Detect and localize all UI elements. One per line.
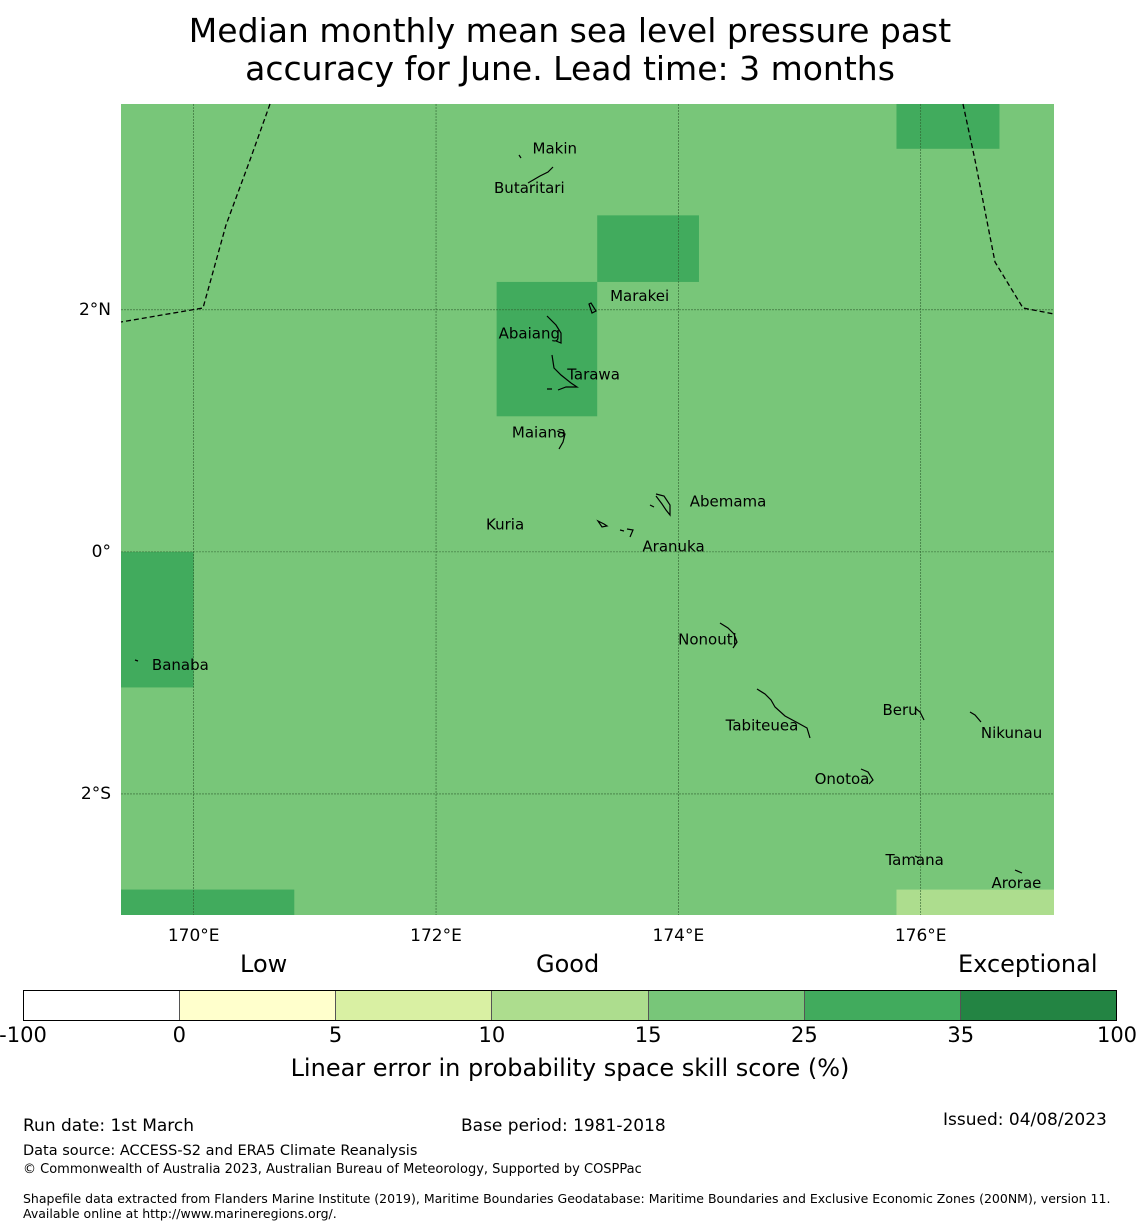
lat-tick-label: 2°S (81, 784, 111, 804)
data-source: Data source: ACCESS-S2 and ERA5 Climate … (23, 1143, 418, 1159)
colorbar (23, 990, 1117, 1021)
skill-cell-0 (896, 104, 1000, 149)
issued-date: Issued: 04/08/2023 (943, 1110, 1107, 1130)
colorbar-tick-label: -100 (0, 1023, 47, 1047)
skill-cell-1 (597, 215, 699, 282)
island-outline-aranuka (619, 528, 634, 538)
category-low-label: Low (240, 950, 288, 978)
run-date: Run date: 1st March (23, 1116, 195, 1136)
colorbar-segment-1 (180, 991, 337, 1020)
island-outline-banaba (134, 659, 139, 662)
place-label: Abaiang (499, 324, 560, 342)
island-outline-nikunau (969, 711, 982, 723)
colorbar-segment-2 (336, 991, 493, 1020)
lon-tick-label: 170°E (168, 926, 220, 946)
eez-boundary-east (962, 103, 1055, 315)
place-label: Butaritari (494, 179, 565, 197)
place-label: Tarawa (566, 366, 620, 384)
graticule-layer (121, 104, 1054, 915)
category-good-label: Good (536, 950, 600, 978)
skill-cell-5 (896, 889, 1054, 915)
eez-boundary-west (120, 103, 271, 323)
colorbar-tick-label: 15 (634, 1023, 662, 1047)
place-label: Arorae (992, 874, 1042, 892)
island-outline-onotoa (860, 768, 874, 785)
place-label: Marakei (610, 287, 669, 305)
island-outline-tarawa (547, 354, 579, 391)
place-label: Nonouti (678, 631, 737, 649)
chart-title: Median monthly mean sea level pressure p… (0, 12, 1140, 88)
colorbar-tick-label: 25 (791, 1023, 818, 1047)
place-label: Kuria (486, 516, 524, 534)
colorbar-title: Linear error in probability space skill … (290, 1054, 850, 1082)
place-label: Onotoa (815, 770, 870, 788)
skill-cell-3 (121, 551, 194, 688)
lon-tick-label: 172°E (410, 926, 462, 946)
island-outline-kuria (596, 519, 609, 528)
skill-map: Makin Butaritari Marakei Abaiang Tarawa Maian… (79, 103, 1055, 946)
island-outline-nonouti (719, 622, 738, 649)
base-period: Base period: 1981-2018 (461, 1116, 666, 1136)
place-label: Banaba (152, 656, 209, 674)
skill-cell-2 (496, 281, 598, 417)
island-outline-abemama (649, 493, 671, 517)
category-exceptional-label: Exceptional (958, 950, 1098, 978)
colorbar-tick-label: 0 (172, 1023, 186, 1047)
place-label: Nikunau (981, 724, 1042, 742)
colorbar-tick-label: 5 (328, 1023, 343, 1047)
place-labels-layer: Makin Butaritari Marakei Abaiang Tarawa Maian… (152, 139, 1042, 892)
island-outline-abaiang (546, 315, 562, 344)
colorbar-segment-0 (24, 991, 181, 1020)
skill-cells-layer (121, 104, 1054, 915)
map-background (121, 104, 1054, 915)
eez-boundaries-layer (120, 103, 1055, 323)
axis-tick-labels: 2°N 0° 2°S 170°E 172°E 174°E 176°E (79, 300, 947, 946)
island-outline-beru (914, 707, 925, 721)
title-line-2: accuracy for June. Lead time: 3 months (245, 49, 895, 88)
lat-tick-label: 0° (92, 542, 111, 562)
colorbar-segment-4 (648, 991, 805, 1020)
lon-tick-label: 176°E (895, 926, 947, 946)
place-label: Maiana (512, 424, 566, 442)
island-outline-tamana (914, 855, 920, 859)
skill-cell-4 (121, 889, 295, 915)
island-outline-makin (518, 154, 554, 184)
place-label: Tabiteuea (725, 717, 799, 735)
lon-tick-label: 174°E (653, 926, 705, 946)
colorbar-tick-label: 10 (478, 1023, 506, 1047)
island-outline-tabiteuea (756, 688, 811, 739)
island-outline-maiana (556, 430, 566, 450)
place-label: Tamana (884, 851, 943, 869)
copyright: © Commonwealth of Australia 2023, Austra… (23, 1162, 642, 1177)
colorbar-segment-3 (492, 991, 649, 1020)
colorbar-tick-label: 35 (947, 1023, 975, 1047)
place-label: Beru (883, 701, 918, 719)
island-outline-arorae (1014, 869, 1023, 874)
colorbar-tick-label: 100 (1096, 1023, 1138, 1047)
place-label: Makin (533, 139, 578, 157)
lat-tick-label: 2°N (79, 300, 111, 320)
place-label: Abemama (690, 493, 767, 511)
place-label: Aranuka (642, 538, 704, 556)
shapefile-credit: Shapefile data extracted from Flanders M… (23, 1191, 1111, 1221)
island-outlines-layer (134, 154, 1023, 874)
title-line-1: Median monthly mean sea level pressure p… (188, 11, 952, 50)
colorbar-segment-5 (804, 991, 961, 1020)
island-outline-marakei (588, 302, 597, 314)
colorbar-segment-6 (960, 991, 1116, 1020)
